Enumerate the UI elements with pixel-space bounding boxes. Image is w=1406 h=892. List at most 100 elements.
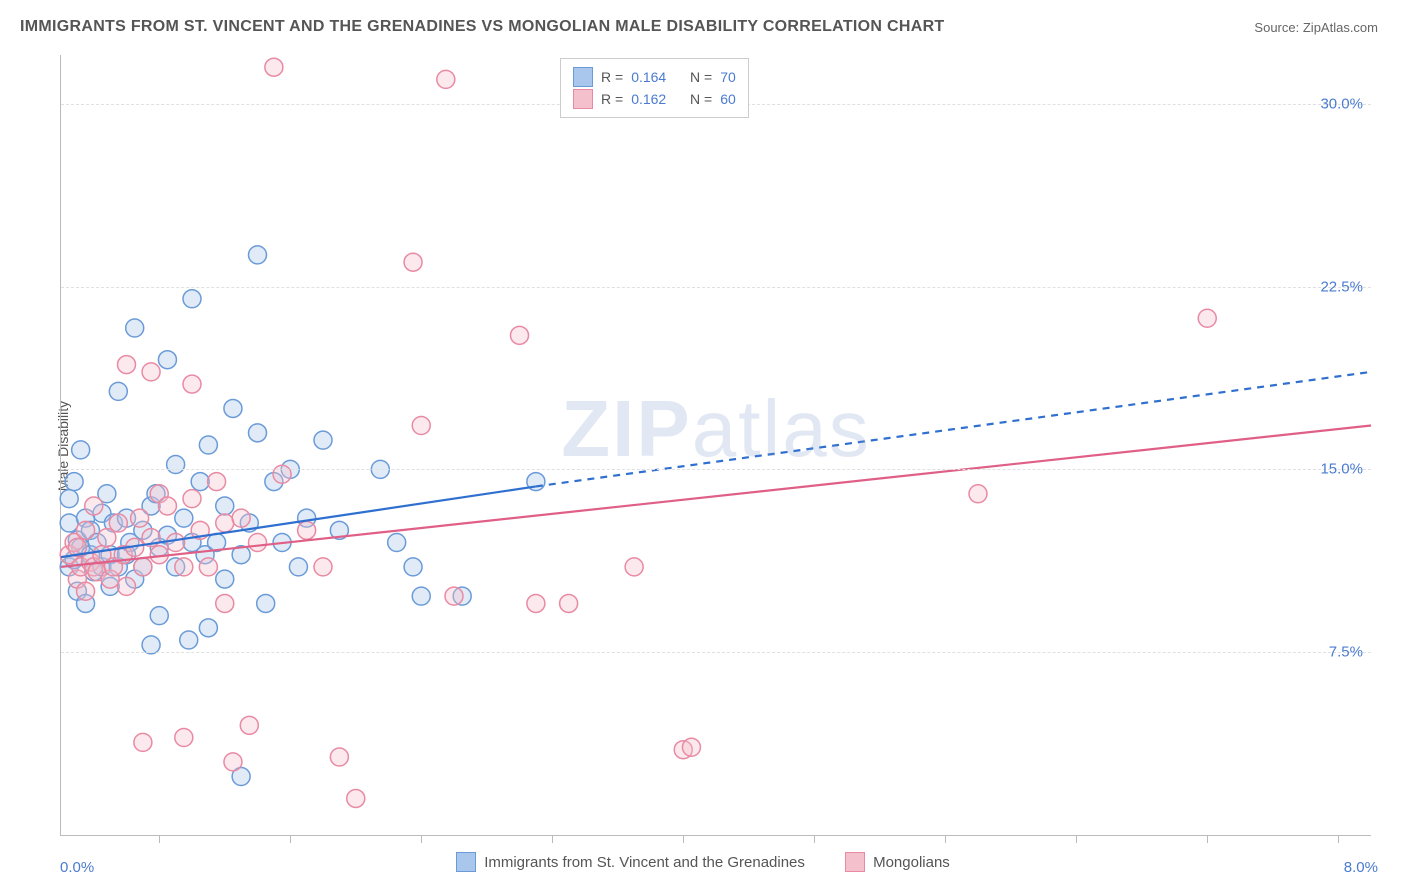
n-label: N = (690, 69, 712, 85)
data-point (175, 729, 193, 747)
x-tick (552, 835, 553, 843)
data-point (118, 356, 136, 374)
data-point (682, 738, 700, 756)
data-point (60, 514, 78, 532)
legend-item-label: Mongolians (873, 854, 950, 871)
data-point (183, 375, 201, 393)
plot-area: ZIPatlas 7.5%15.0%22.5%30.0% (60, 55, 1371, 836)
x-tick (1338, 835, 1339, 843)
data-point (85, 497, 103, 515)
data-point (126, 319, 144, 337)
y-tick-label: 7.5% (1329, 644, 1363, 661)
x-tick (1207, 835, 1208, 843)
data-point (142, 636, 160, 654)
data-point (298, 521, 316, 539)
legend-item-label: Immigrants from St. Vincent and the Gren… (484, 854, 805, 871)
legend-stats-row: R = 0.164 N = 70 (573, 67, 736, 87)
x-axis-max-label: 8.0% (1344, 859, 1378, 876)
legend-swatch-icon (845, 852, 865, 872)
data-point (167, 534, 185, 552)
chart-title: IMMIGRANTS FROM ST. VINCENT AND THE GREN… (20, 18, 945, 36)
data-point (224, 753, 242, 771)
data-point (1198, 309, 1216, 327)
data-point (224, 399, 242, 417)
x-tick (1076, 835, 1077, 843)
data-point (273, 465, 291, 483)
data-point (216, 570, 234, 588)
legend-stats-row: R = 0.162 N = 60 (573, 89, 736, 109)
y-tick-label: 22.5% (1320, 278, 1363, 295)
x-tick (814, 835, 815, 843)
legend-series: Immigrants from St. Vincent and the Gren… (0, 852, 1406, 876)
n-label: N = (690, 91, 712, 107)
data-point (314, 558, 332, 576)
legend-item: Mongolians (845, 852, 950, 872)
legend-swatch-icon (456, 852, 476, 872)
data-point (118, 577, 136, 595)
source-value: ZipAtlas.com (1303, 20, 1378, 35)
r-label: R = (601, 91, 623, 107)
data-point (404, 253, 422, 271)
data-point (183, 290, 201, 308)
data-point (314, 431, 332, 449)
data-point (216, 514, 234, 532)
data-point (257, 594, 275, 612)
x-tick (683, 835, 684, 843)
data-point (180, 631, 198, 649)
data-point (134, 558, 152, 576)
data-point (167, 456, 185, 474)
data-point (208, 473, 226, 491)
data-point (175, 509, 193, 527)
data-point (412, 587, 430, 605)
source-label: Source: (1254, 20, 1299, 35)
data-point (347, 789, 365, 807)
data-point (60, 490, 78, 508)
data-point (199, 558, 217, 576)
data-point (412, 417, 430, 435)
data-point (131, 509, 149, 527)
data-point (240, 716, 258, 734)
data-point (77, 521, 95, 539)
data-point (142, 363, 160, 381)
r-label: R = (601, 69, 623, 85)
gridline (61, 652, 1371, 653)
data-point (265, 58, 283, 76)
n-value: 70 (720, 69, 736, 85)
data-point (158, 351, 176, 369)
data-point (72, 441, 90, 459)
chart-svg (61, 55, 1371, 835)
data-point (232, 509, 250, 527)
data-point (77, 582, 95, 600)
data-point (216, 497, 234, 515)
data-point (216, 594, 234, 612)
data-point (249, 424, 267, 442)
data-point (511, 326, 529, 344)
source-attribution: Source: ZipAtlas.com (1254, 20, 1378, 35)
gridline (61, 469, 1371, 470)
data-point (289, 558, 307, 576)
data-point (404, 558, 422, 576)
x-tick (290, 835, 291, 843)
data-point (98, 529, 116, 547)
legend-swatch-series2 (573, 89, 593, 109)
data-point (330, 748, 348, 766)
gridline (61, 287, 1371, 288)
data-point (134, 733, 152, 751)
data-point (625, 558, 643, 576)
x-tick (945, 835, 946, 843)
data-point (969, 485, 987, 503)
data-point (249, 246, 267, 264)
y-tick-label: 30.0% (1320, 95, 1363, 112)
data-point (249, 534, 267, 552)
data-point (437, 70, 455, 88)
y-tick-label: 15.0% (1320, 461, 1363, 478)
data-point (191, 473, 209, 491)
data-point (445, 587, 463, 605)
data-point (109, 514, 127, 532)
data-point (65, 473, 83, 491)
data-point (183, 490, 201, 508)
trend-line (61, 426, 1371, 567)
data-point (150, 607, 168, 625)
data-point (109, 382, 127, 400)
data-point (175, 558, 193, 576)
